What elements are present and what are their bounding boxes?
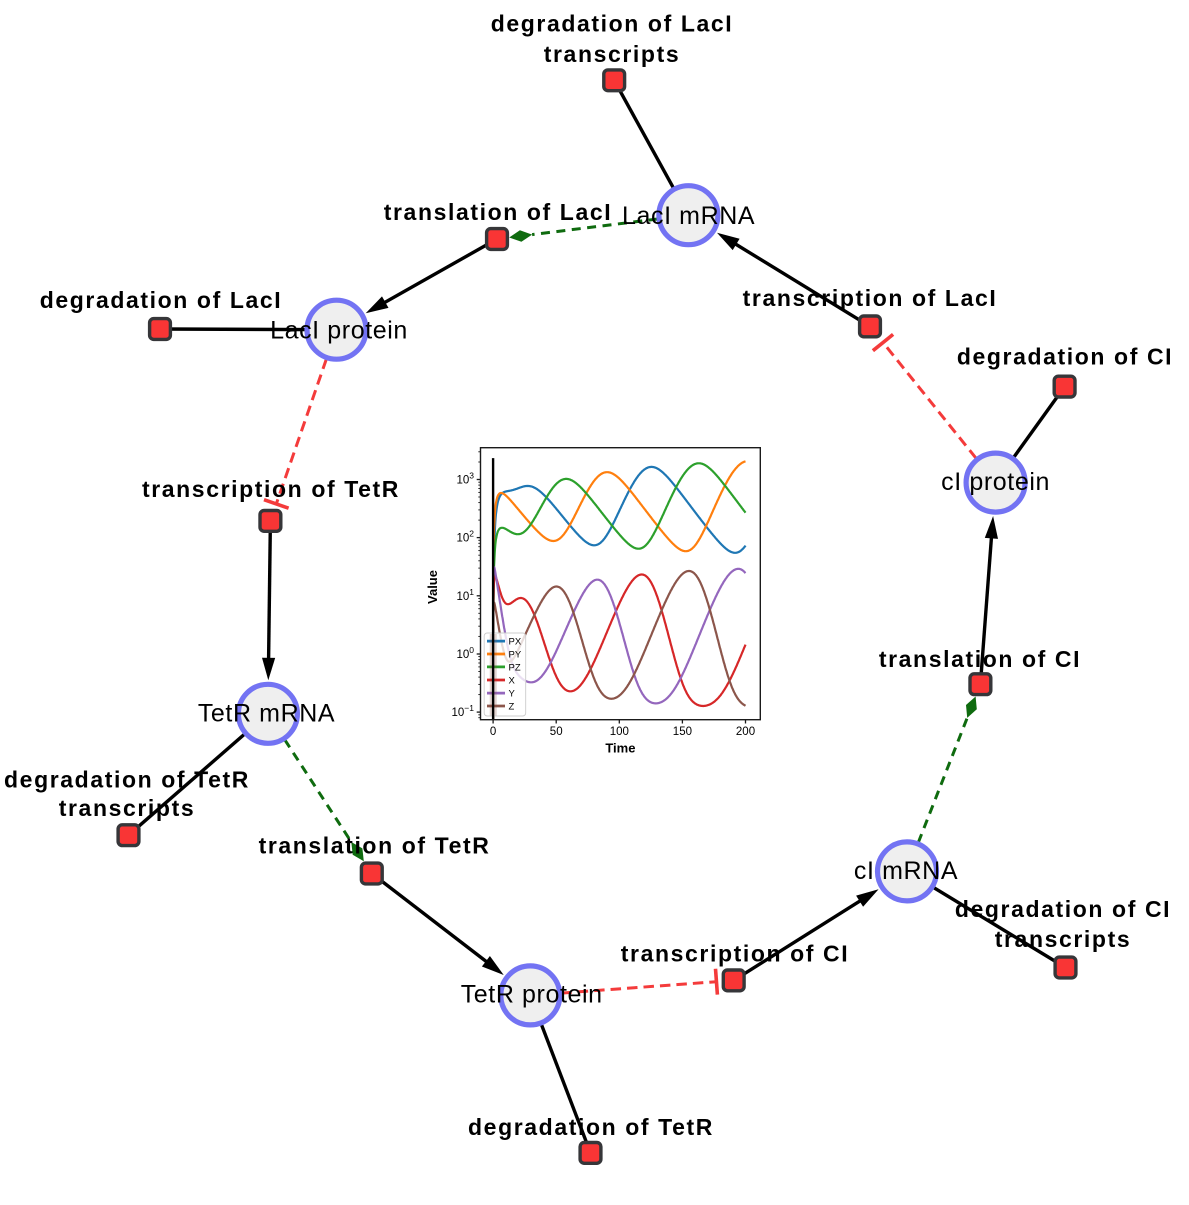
svg-text:degradation of CI: degradation of CI bbox=[955, 896, 1171, 922]
svg-text:degradation of LacI: degradation of LacI bbox=[40, 287, 283, 313]
svg-text:transcription of LacI: transcription of LacI bbox=[743, 285, 998, 311]
svg-text:cI mRNA: cI mRNA bbox=[854, 857, 958, 885]
svg-text:LacI protein: LacI protein bbox=[270, 317, 408, 345]
svg-text:translation of LacI: translation of LacI bbox=[384, 199, 612, 225]
svg-text:Z: Z bbox=[509, 701, 515, 712]
svg-text:degradation of CI: degradation of CI bbox=[957, 344, 1173, 370]
svg-text:degradation of LacI: degradation of LacI bbox=[491, 11, 734, 37]
svg-text:100: 100 bbox=[610, 726, 629, 738]
svg-text:150: 150 bbox=[673, 726, 692, 738]
svg-text:PX: PX bbox=[509, 637, 522, 648]
svg-text:PZ: PZ bbox=[509, 662, 521, 673]
svg-text:Y: Y bbox=[509, 689, 516, 700]
svg-text:LacI mRNA: LacI mRNA bbox=[622, 202, 755, 230]
svg-text:transcription of TetR: transcription of TetR bbox=[142, 476, 400, 502]
svg-text:50: 50 bbox=[550, 726, 563, 738]
svg-text:translation of CI: translation of CI bbox=[879, 646, 1081, 672]
svg-text:transcription of CI: transcription of CI bbox=[621, 941, 849, 967]
svg-text:TetR mRNA: TetR mRNA bbox=[198, 699, 335, 727]
svg-text:0: 0 bbox=[490, 726, 496, 738]
svg-text:transcripts: transcripts bbox=[59, 795, 195, 821]
svg-text:translation of TetR: translation of TetR bbox=[259, 832, 491, 858]
svg-text:cI protein: cI protein bbox=[941, 468, 1050, 496]
svg-text:200: 200 bbox=[736, 726, 755, 738]
svg-text:Value: Value bbox=[425, 570, 440, 604]
svg-text:degradation of TetR: degradation of TetR bbox=[4, 767, 250, 793]
svg-text:Time: Time bbox=[605, 741, 635, 756]
svg-text:transcripts: transcripts bbox=[544, 41, 680, 67]
svg-text:PY: PY bbox=[509, 649, 522, 660]
svg-text:transcripts: transcripts bbox=[995, 926, 1131, 952]
svg-text:X: X bbox=[509, 675, 516, 686]
svg-text:degradation of TetR: degradation of TetR bbox=[468, 1114, 714, 1140]
svg-text:TetR protein: TetR protein bbox=[461, 981, 603, 1009]
